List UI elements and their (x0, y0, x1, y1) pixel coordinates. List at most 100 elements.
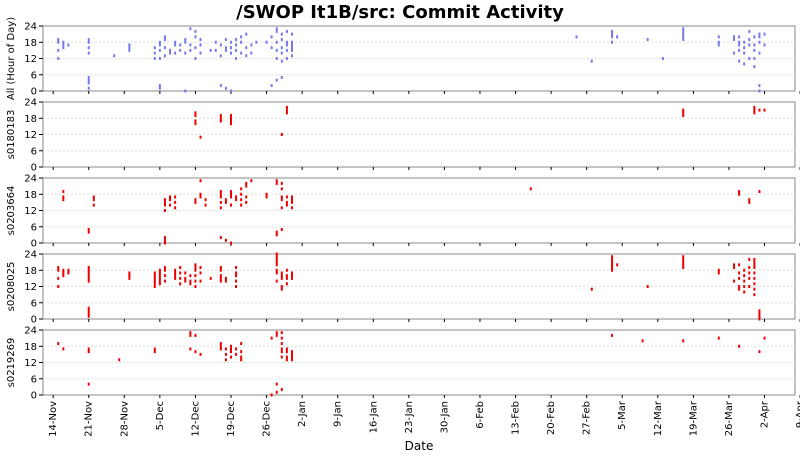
commit-point (758, 350, 761, 354)
y-tick-label: 18 (24, 342, 37, 353)
commit-point (235, 198, 238, 202)
commit-point (270, 35, 273, 39)
commit-point (184, 276, 187, 280)
commit-point (738, 190, 741, 194)
commit-point (240, 358, 243, 362)
commit-point (179, 276, 182, 280)
commit-point (204, 198, 207, 202)
x-tick-label: 9-Jan (333, 401, 344, 427)
x-tick-label: 21-Nov (84, 401, 95, 437)
y-tick-label: 6 (31, 222, 37, 233)
commit-point (748, 29, 751, 33)
commit-point (758, 35, 761, 39)
commit-point (748, 57, 751, 60)
commit-point (169, 198, 172, 202)
commit-point (245, 46, 248, 50)
commit-point (748, 285, 751, 288)
commit-point (87, 227, 90, 231)
commit-point (743, 290, 746, 294)
commit-point (163, 38, 166, 42)
y-axis-label: s0208025 (6, 262, 17, 312)
commit-point (290, 40, 293, 44)
commit-point (250, 51, 253, 55)
commit-point (611, 263, 614, 267)
commit-point (235, 352, 238, 356)
commit-point (275, 263, 278, 267)
commit-point (219, 119, 222, 123)
commit-point (285, 105, 288, 109)
x-tick-label: 20-Feb (546, 401, 557, 435)
chart-title: /SWOP It1B/src: Commit Activity (236, 2, 564, 23)
commit-point (179, 282, 182, 286)
commit-point (743, 274, 746, 278)
commit-point (733, 38, 736, 42)
y-axis-label: s0203664 (6, 186, 17, 236)
commit-point (682, 32, 685, 36)
commit-point (184, 279, 187, 283)
commit-point (57, 57, 60, 60)
y-axis-label: All (Hour of Day) (6, 17, 17, 100)
panel-4: 0 6 12 18 24 s0219269 (6, 326, 800, 402)
commit-point (128, 43, 131, 47)
commit-point (753, 282, 756, 286)
y-tick-label: 0 (31, 391, 37, 402)
commit-point (179, 266, 182, 270)
commit-point (87, 312, 90, 316)
commit-point (163, 238, 166, 242)
commit-point (682, 260, 685, 264)
commit-point (611, 268, 614, 272)
y-tick-label: 12 (24, 206, 37, 217)
commit-point (163, 268, 166, 272)
commit-point (682, 114, 685, 118)
commit-point (224, 358, 227, 362)
commit-point (230, 241, 232, 245)
commit-point (219, 190, 222, 194)
y-axis-label: s0219269 (6, 338, 17, 388)
commit-point (682, 38, 685, 42)
y-tick-label: 6 (31, 70, 37, 81)
commit-point (611, 40, 614, 44)
commit-point (285, 350, 288, 354)
commit-point (245, 32, 248, 36)
commit-point (275, 57, 278, 60)
commit-point (753, 271, 756, 275)
commit-point (163, 54, 166, 58)
commit-point (275, 78, 278, 82)
x-tick-label: 19-Dec (226, 401, 237, 437)
commit-point (290, 32, 293, 36)
commit-point (92, 198, 95, 202)
commit-point (235, 285, 238, 288)
commit-point (275, 279, 278, 283)
commit-point (743, 51, 746, 55)
commit-point (199, 266, 202, 270)
commit-point (235, 43, 238, 47)
commit-point (682, 111, 685, 115)
commit-point (153, 276, 156, 280)
commit-point (235, 279, 238, 283)
commit-point (219, 116, 222, 120)
commit-point (743, 46, 746, 50)
commit-point (189, 274, 192, 278)
commit-point (179, 48, 182, 52)
commit-point (169, 48, 172, 52)
commit-point (194, 57, 197, 60)
commit-point (184, 38, 187, 42)
commit-point (290, 54, 293, 58)
commit-point (219, 43, 222, 47)
commit-point (758, 32, 761, 36)
commit-point (753, 48, 756, 52)
commit-point (743, 279, 746, 283)
commit-point (763, 336, 766, 340)
commit-point (153, 285, 156, 288)
commit-point (194, 333, 197, 337)
commit-point (194, 119, 197, 123)
commit-point (738, 344, 741, 348)
commit-point (87, 78, 90, 82)
commit-point (280, 206, 283, 210)
commit-point (235, 195, 238, 199)
commit-point (616, 35, 619, 39)
x-tick-label: 13-Feb (511, 401, 522, 435)
commit-point (230, 116, 232, 120)
commit-point (575, 35, 578, 39)
